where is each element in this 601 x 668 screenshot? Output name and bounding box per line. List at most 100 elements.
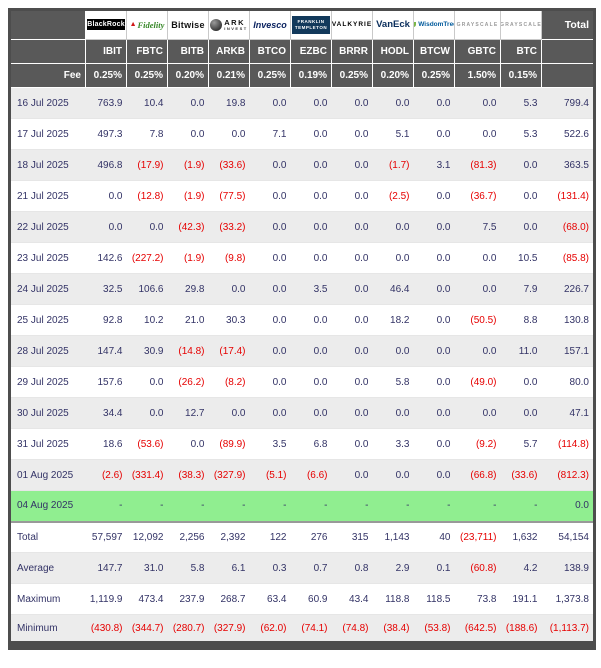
fidelity-pyramid-icon: ▲ [129, 21, 137, 29]
value-cell: 10.2 [126, 304, 168, 336]
value-cell: 0.0 [454, 87, 501, 119]
flow-row: 01 Aug 2025 (2.6) (331.4) (38.3) (327.9) (5.1… [9, 459, 595, 491]
value-cell: 7.1 [249, 118, 291, 150]
row-total-cell: 226.7 [541, 273, 595, 305]
value-cell: (53.6) [126, 428, 168, 460]
date-cell: 31 Jul 2025 [9, 428, 86, 460]
value-cell: (12.8) [126, 180, 168, 212]
value-cell: 0.0 [413, 397, 455, 429]
summary-value-cell: 2.9 [372, 552, 414, 584]
value-cell: 0.0 [454, 273, 501, 305]
value-cell: 3.3 [372, 428, 414, 460]
ticker-btc: BTC [500, 39, 542, 64]
value-cell: 5.3 [500, 118, 542, 150]
valkyrie-logo: VALKYRIE [331, 21, 373, 29]
ticker-row-label [9, 39, 86, 64]
ark-globe-icon [210, 19, 223, 31]
fee-fbtc: 0.25% [126, 63, 168, 88]
summary-row: Average 147.7 31.0 5.8 6.1 0.3 0.7 0.8 2.9 0.1 (60… [9, 552, 595, 584]
row-total-cell: 47.1 [541, 397, 595, 429]
summary-label: Average [9, 552, 86, 584]
summary-value-cell: 191.1 [500, 583, 542, 615]
value-cell: 0.0 [290, 118, 332, 150]
value-cell: 0.0 [413, 366, 455, 398]
ticker-ezbc: EZBC [290, 39, 332, 64]
row-total-cell: (812.3) [541, 459, 595, 491]
bitcoin-etf-flow-table: BlackRock ▲ Fidelity Bitwise ARK INVEST Invesc… [8, 8, 596, 650]
page: BlackRock ▲ Fidelity Bitwise ARK INVEST Invesc… [8, 8, 596, 650]
flow-row: 17 Jul 2025 497.3 7.8 0.0 0.0 7.1 0.0 0.0 5.1 0.0… [9, 118, 595, 150]
value-cell: 6.8 [290, 428, 332, 460]
row-total-cell: 0.0 [541, 490, 595, 522]
value-cell: 0.0 [372, 211, 414, 243]
fee-gbtc: 1.50% [454, 63, 501, 88]
date-cell: 16 Jul 2025 [9, 87, 86, 119]
summary-value-cell: 6.1 [208, 552, 250, 584]
summary-value-cell: (23,711) [454, 520, 501, 553]
value-cell: 0.0 [290, 242, 332, 274]
summary-value-cell: 315 [331, 520, 373, 553]
value-cell: (77.5) [208, 180, 250, 212]
provider-cell-bitb: Bitwise [167, 9, 209, 40]
fee-bitb: 0.20% [167, 63, 209, 88]
wisdomtree-logo: WisdomTree [414, 21, 454, 28]
summary-value-cell: (60.8) [454, 552, 501, 584]
value-cell: 7.5 [454, 211, 501, 243]
value-cell: 0.0 [126, 211, 168, 243]
summary-value-cell: 237.9 [167, 583, 209, 615]
summary-value-cell: (74.8) [331, 614, 373, 646]
value-cell: 10.5 [500, 242, 542, 274]
summary-value-cell: 4.2 [500, 552, 542, 584]
value-cell: 0.0 [331, 180, 373, 212]
summary-value-cell: 63.4 [249, 583, 291, 615]
value-cell: - [290, 490, 332, 522]
value-cell: 0.0 [290, 335, 332, 367]
fee-total-blank [541, 63, 595, 88]
summary-value-cell: 40 [413, 520, 455, 553]
value-cell: 0.0 [331, 428, 373, 460]
franklin-logo: FRANKLIN TEMPLETON [292, 16, 330, 34]
grayscale-logo: GRAYSCALE [500, 21, 542, 28]
summary-value-cell: 0.7 [290, 552, 332, 584]
ticker-btco: BTCO [249, 39, 291, 64]
value-cell: (1.9) [167, 242, 209, 274]
ark-logo: ARK INVEST [210, 19, 247, 31]
provider-cell-ezbc: FRANKLIN TEMPLETON [290, 9, 332, 40]
value-cell: 0.0 [208, 273, 250, 305]
value-cell: (89.9) [208, 428, 250, 460]
summary-value-cell: 43.4 [331, 583, 373, 615]
row-total-cell: 799.4 [541, 87, 595, 119]
summary-value-cell: (327.9) [208, 614, 250, 646]
value-cell: 19.8 [208, 87, 250, 119]
value-cell: (38.3) [167, 459, 209, 491]
summary-value-cell: 57,597 [85, 520, 127, 553]
value-cell: (331.4) [126, 459, 168, 491]
value-cell: (9.8) [208, 242, 250, 274]
summary-row: Minimum (430.8) (344.7) (280.7) (327.9) (62.0… [9, 614, 595, 646]
value-cell: 0.0 [331, 242, 373, 274]
value-cell: 0.0 [500, 149, 542, 181]
value-cell: 0.0 [331, 304, 373, 336]
date-cell: 30 Jul 2025 [9, 397, 86, 429]
fidelity-wordmark: Fidelity [137, 19, 165, 30]
value-cell: 0.0 [372, 242, 414, 274]
fee-row: Fee 0.25% 0.25% 0.20% 0.21% 0.25% 0.19% 0.25% 0… [9, 63, 595, 88]
summary-value-cell: (344.7) [126, 614, 168, 646]
value-cell: 10.4 [126, 87, 168, 119]
value-cell: (17.4) [208, 335, 250, 367]
summary-value-cell: (74.1) [290, 614, 332, 646]
value-cell: 0.0 [413, 459, 455, 491]
value-cell: 0.0 [249, 366, 291, 398]
summary-value-cell: 73.8 [454, 583, 501, 615]
fee-row-label: Fee [9, 63, 86, 88]
summary-value-cell: (642.5) [454, 614, 501, 646]
date-cell: 23 Jul 2025 [9, 242, 86, 274]
date-cell: 24 Jul 2025 [9, 273, 86, 305]
summary-row: Maximum 1,119.9 473.4 237.9 268.7 63.4 60.9 43.… [9, 583, 595, 615]
value-cell: 0.0 [208, 397, 250, 429]
value-cell: (2.6) [85, 459, 127, 491]
row-total-cell: 130.8 [541, 304, 595, 336]
value-cell: 0.0 [167, 118, 209, 150]
value-cell: 0.0 [290, 87, 332, 119]
value-cell: 0.0 [290, 180, 332, 212]
